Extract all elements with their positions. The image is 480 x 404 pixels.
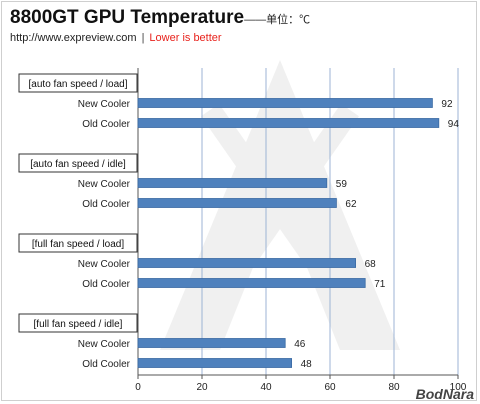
category-label-3-1: New Cooler xyxy=(78,259,131,270)
x-tick-label-80: 80 xyxy=(388,382,400,393)
group-label-1: [auto fan speed / load] xyxy=(29,79,128,90)
group-label-3: [full fan speed / load] xyxy=(32,239,125,250)
value-label-2-1: 59 xyxy=(336,179,348,190)
value-label-1-1: 92 xyxy=(441,99,453,110)
category-label-1-2: Old Cooler xyxy=(82,119,130,130)
chart-title: 8800GT GPU Temperature——单位：℃ xyxy=(10,7,310,29)
group-label-box-1 xyxy=(18,73,138,93)
subtitle-row: http://www.expreview.com | Lower is better xyxy=(10,32,222,44)
subtitle-separator: | xyxy=(141,32,145,44)
bar-4-1 xyxy=(137,338,286,348)
brand-watermark: BodNara xyxy=(415,386,474,402)
bar-1-1 xyxy=(137,98,433,108)
value-label-3-2: 71 xyxy=(374,279,386,290)
value-label-3-1: 68 xyxy=(365,259,377,270)
value-label-4-2: 48 xyxy=(301,359,313,370)
bar-3-2 xyxy=(137,278,366,288)
x-tick-label-100: 100 xyxy=(450,382,467,393)
category-label-4-2: Old Cooler xyxy=(82,359,130,370)
category-label-2-2: Old Cooler xyxy=(82,199,130,210)
x-tick-label-0: 0 xyxy=(135,382,141,393)
watermark-logo xyxy=(160,60,400,350)
title-text: 8800GT GPU Temperature xyxy=(10,7,245,28)
group-label-box-2 xyxy=(18,153,138,173)
bar-4-2 xyxy=(137,358,293,368)
bar-2-2 xyxy=(137,198,337,208)
category-label-4-1: New Cooler xyxy=(78,339,131,350)
x-tick-label-20: 20 xyxy=(196,382,208,393)
bar-2-1 xyxy=(137,178,328,188)
category-label-2-1: New Cooler xyxy=(78,179,131,190)
title-unit: ——单位：℃ xyxy=(244,14,311,26)
group-label-4: [full fan speed / idle] xyxy=(34,319,123,330)
bar-1-2 xyxy=(137,118,440,128)
value-label-4-1: 46 xyxy=(294,339,306,350)
group-label-box-3 xyxy=(18,233,138,253)
bar-3-1 xyxy=(137,258,357,268)
category-label-1-1: New Cooler xyxy=(78,99,131,110)
value-label-1-2: 94 xyxy=(448,119,460,130)
lower-is-better-note: Lower is better xyxy=(149,32,222,44)
group-label-2: [auto fan speed / idle] xyxy=(30,159,126,170)
site-url: http://www.expreview.com xyxy=(10,32,137,44)
x-tick-label-40: 40 xyxy=(260,382,272,393)
category-label-3-2: Old Cooler xyxy=(82,279,130,290)
group-label-box-4 xyxy=(18,313,138,333)
value-label-2-2: 62 xyxy=(345,199,357,210)
x-tick-label-60: 60 xyxy=(324,382,336,393)
